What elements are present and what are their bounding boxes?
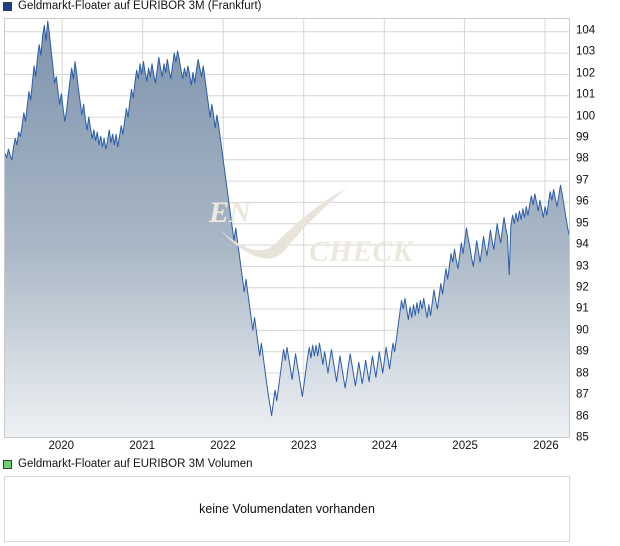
x-axis-tick-2026: 2026 [533,440,559,452]
y-axis-tick-99: 99 [576,131,589,144]
y-axis-tick-98: 98 [576,152,589,165]
y-axis-tick-95: 95 [576,216,589,229]
y-axis-labels: 104 103 102 101 100 99 98 97 96 95 94 93 92 91 90 89 88 8… [576,18,620,443]
x-axis-tick-2023: 2023 [291,440,317,452]
y-axis-tick-87: 87 [576,388,589,401]
y-axis-tick-94: 94 [576,238,589,251]
x-axis-tick-2024: 2024 [371,440,398,452]
x-axis-tick-2025: 2025 [452,440,478,452]
x-axis-labels: 2020 2021 2022 2023 2024 2025 2026 [4,440,570,457]
y-axis-tick-96: 96 [576,195,589,208]
y-axis-tick-91: 91 [576,302,589,315]
y-axis-tick-86: 86 [576,409,589,422]
y-axis-tick-101: 101 [576,88,596,101]
y-axis-tick-92: 92 [576,281,589,294]
x-axis-tick-2021: 2021 [129,440,155,452]
price-legend-swatch-icon [3,2,12,12]
volume-series-legend: Geldmarkt-Floater auf EURIBOR 3M Volumen [3,458,253,471]
y-axis-tick-104: 104 [576,24,596,37]
price-chart-svg [5,19,569,437]
price-area-fill [5,21,569,437]
volume-legend-label: Geldmarkt-Floater auf EURIBOR 3M Volumen [18,458,253,470]
x-axis-tick-2020: 2020 [48,440,75,452]
volume-empty-message: keine Volumendaten vorhanden [199,501,375,516]
price-legend-label: Geldmarkt-Floater auf EURIBOR 3M (Frankf… [18,0,262,12]
x-axis-tick-2022: 2022 [210,440,236,452]
price-series-legend: Geldmarkt-Floater auf EURIBOR 3M (Frankf… [3,0,262,13]
y-axis-tick-85: 85 [576,431,589,444]
price-chart-plot-area[interactable]: EN CHECK 23.04.19 - 17.04.26 1 Tick = 1 … [4,18,570,438]
volume-chart-panel: keine Volumendaten vorhanden [4,476,570,542]
y-axis-tick-100: 100 [576,109,596,122]
volume-legend-swatch-icon [3,460,12,470]
y-axis-tick-90: 90 [576,324,589,337]
y-axis-tick-102: 102 [576,66,596,79]
y-axis-tick-89: 89 [576,345,589,358]
price-line [5,20,569,417]
y-axis-tick-93: 93 [576,259,589,272]
y-axis-tick-103: 103 [576,45,596,58]
y-axis-tick-88: 88 [576,366,589,379]
y-axis-tick-97: 97 [576,174,589,187]
